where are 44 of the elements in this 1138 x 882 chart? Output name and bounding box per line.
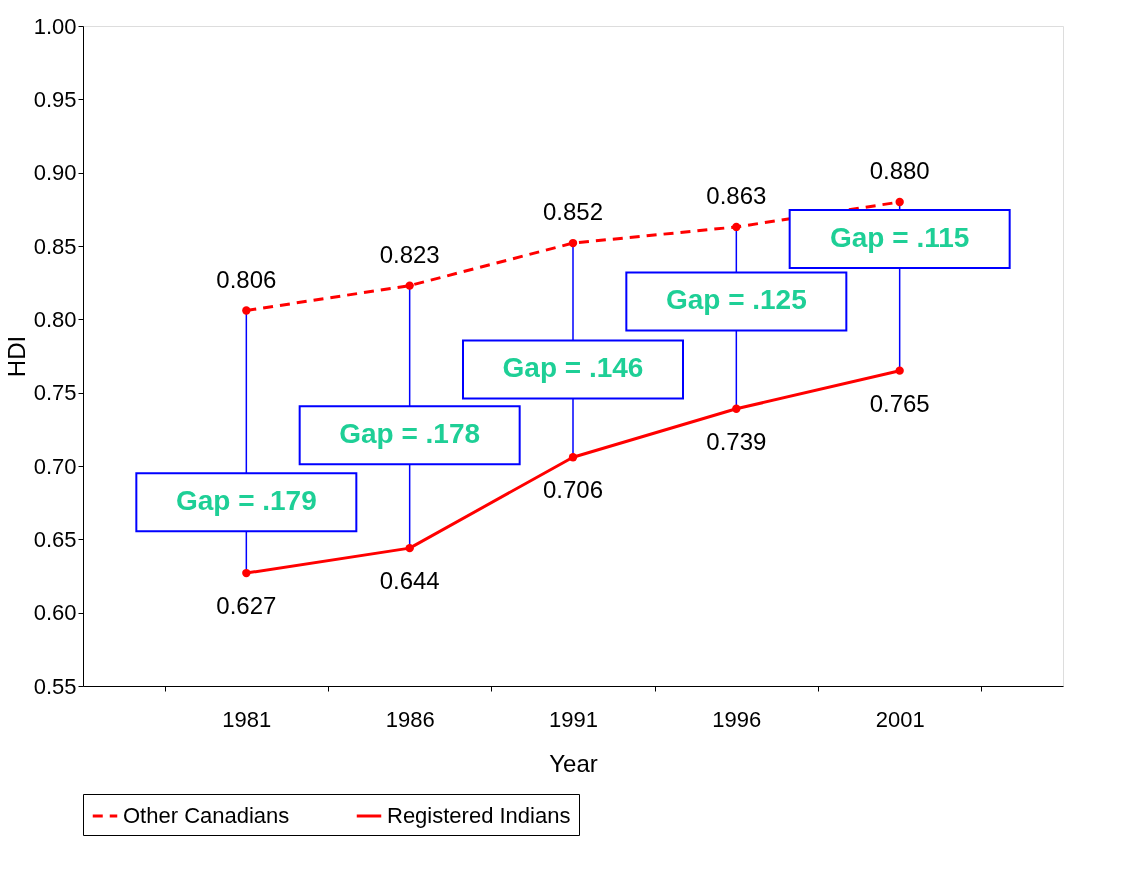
annotation: Gap = .178 [339,418,481,450]
y-tick-label: 0.70 [33,453,77,479]
y-tick-label: 0.60 [33,600,77,626]
data-label: 0.880 [869,157,930,184]
y-tick-label: 0.85 [33,233,77,259]
annotation: Gap = .125 [665,284,807,316]
data-label: 0.644 [379,567,440,595]
y-tick-label: 0.95 [33,86,77,112]
point [732,404,741,413]
x-tick-label: 2001 [875,706,925,732]
legend-label: Other Canadians [123,803,290,828]
x-axis-title: Year [549,749,598,777]
annotation: Gap = .146 [502,352,644,384]
point [242,568,251,578]
y-tick-label: 0.90 [33,160,77,186]
y-tick-label: 0.55 [33,673,77,699]
point [895,366,904,375]
point [895,197,904,207]
data-label: 0.739 [706,427,767,455]
point [405,543,414,553]
y-tick-label: 1.00 [33,13,77,39]
data-label: 0.863 [706,181,767,209]
annotation: Gap = .115 [830,222,970,254]
point [732,222,741,232]
legend-label: Registered Indians [387,803,571,828]
point [568,238,578,248]
y-axis-title: HDI [2,335,30,378]
y-tick-label: 0.80 [33,306,77,332]
point [568,453,578,462]
y-tick-label: 0.75 [33,380,77,406]
data-label: 0.852 [542,198,604,226]
data-label: 0.823 [379,240,440,268]
x-tick-label: 1981 [222,706,272,732]
x-tick-label: 1996 [712,706,762,732]
data-label: 0.627 [216,592,277,620]
annotation: Gap = .179 [175,485,317,517]
x-tick-label: 1991 [549,706,598,732]
data-label: 0.806 [216,265,277,293]
x-tick-label: 1986 [385,706,435,732]
data-label: 0.765 [869,389,930,417]
data-label: 0.706 [542,476,604,504]
point [242,306,251,315]
y-tick-label: 0.65 [33,526,77,552]
point [405,281,414,290]
